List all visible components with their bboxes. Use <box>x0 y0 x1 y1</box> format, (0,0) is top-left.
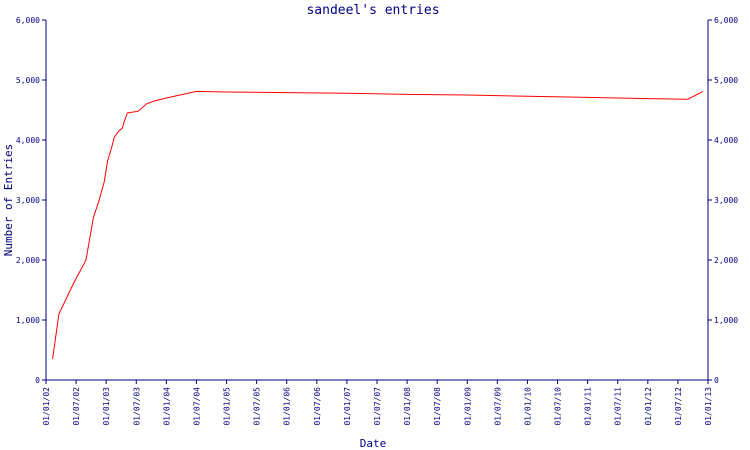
y-tick-label-left: 2,000 <box>16 256 40 265</box>
x-axis-label: Date <box>360 437 387 450</box>
y-tick-label-right: 3,000 <box>714 196 738 205</box>
y-tick-label-right: 6,000 <box>714 16 738 25</box>
x-tick-label: 01/01/06 <box>283 387 292 426</box>
x-tick-label: 01/01/12 <box>644 387 653 426</box>
x-tick-label: 01/01/08 <box>403 387 412 426</box>
x-tick-label: 01/07/07 <box>373 387 382 426</box>
x-tick-label: 01/01/09 <box>463 387 472 426</box>
y-tick-label-left: 6,000 <box>16 16 40 25</box>
x-tick-label: 01/07/09 <box>493 387 502 426</box>
y-ticks-left: 0 1,000 2,000 3,000 4,000 5,000 6,000 <box>16 16 46 385</box>
y-tick-label-right: 4,000 <box>714 136 738 145</box>
x-tick-label: 01/01/13 <box>704 387 713 426</box>
x-tick-label: 01/07/05 <box>253 387 262 426</box>
chart-title: sandeel's entries <box>306 3 439 18</box>
y-tick-label-right: 0 <box>714 376 719 385</box>
x-tick-label: 01/07/11 <box>614 387 623 426</box>
x-tick-label: 01/01/10 <box>523 387 532 426</box>
y-tick-label-right: 2,000 <box>714 256 738 265</box>
y-tick-label-left: 1,000 <box>16 316 40 325</box>
y-tick-label-left: 3,000 <box>16 196 40 205</box>
y-axis-label: Number of Entries <box>2 144 15 257</box>
y-tick-label-left: 4,000 <box>16 136 40 145</box>
x-tick-label: 01/07/12 <box>674 387 683 426</box>
x-ticks: 01/01/02 01/07/02 01/01/03 01/07/03 01/01/04… <box>42 380 713 426</box>
x-tick-label: 01/01/07 <box>343 387 352 426</box>
x-tick-label: 01/07/03 <box>132 387 141 426</box>
x-tick-label: 01/01/05 <box>223 387 232 426</box>
x-tick-label: 01/01/04 <box>162 387 171 426</box>
x-tick-label: 01/01/11 <box>584 387 593 426</box>
y-tick-label-left: 0 <box>35 376 40 385</box>
plot-frame <box>45 20 709 381</box>
y-ticks-right: 0 1,000 2,000 3,000 4,000 5,000 6,000 <box>708 16 738 385</box>
y-tick-label-left: 5,000 <box>16 76 40 85</box>
x-tick-label: 01/01/02 <box>42 387 51 426</box>
x-tick-label: 01/07/02 <box>72 387 81 426</box>
x-tick-label: 01/07/08 <box>433 387 442 426</box>
x-tick-label: 01/01/03 <box>102 387 111 426</box>
x-tick-label: 01/07/10 <box>554 387 563 426</box>
y-tick-label-right: 1,000 <box>714 316 738 325</box>
series-line <box>52 90 704 360</box>
x-tick-label: 01/07/04 <box>192 387 201 426</box>
x-tick-label: 01/07/06 <box>313 387 322 426</box>
y-tick-label-right: 5,000 <box>714 76 738 85</box>
